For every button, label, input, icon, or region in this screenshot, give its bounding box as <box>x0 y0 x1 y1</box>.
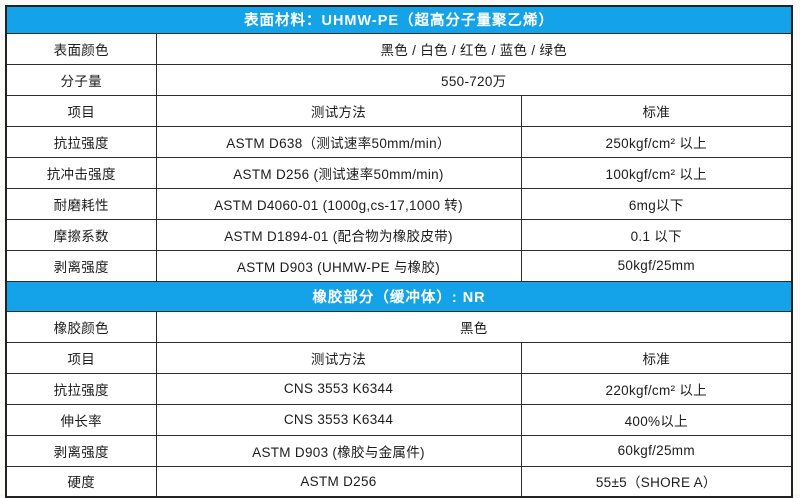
row-standard: 400%以上 <box>520 403 793 436</box>
table-row: 抗拉强度 CNS 3553 K6344 220kgf/cm² 以上 <box>5 372 793 405</box>
table-row: 抗冲击强度 ASTM D256 (测试速率50mm/min) 100kgf/cm… <box>5 156 793 189</box>
table-row: 表面颜色 黑色 / 白色 / 红色 / 蓝色 / 绿色 <box>5 32 793 65</box>
row-standard: 55±5（SHORE A） <box>520 465 793 498</box>
row-method: ASTM D256 <box>155 465 522 498</box>
row-method: ASTM D903 (UHMW-PE 与橡胶) <box>155 249 522 282</box>
table-row: 耐磨耗性 ASTM D4060-01 (1000g,cs-17,1000 转) … <box>5 187 793 220</box>
col-header-standard: 标准 <box>520 341 793 374</box>
row-method: ASTM D903 (橡胶与金属件) <box>155 434 522 467</box>
row-method: ASTM D4060-01 (1000g,cs-17,1000 转) <box>155 187 522 220</box>
table-row: 硬度 ASTM D256 55±5（SHORE A） <box>5 465 793 498</box>
table-row: 剥离强度 ASTM D903 (UHMW-PE 与橡胶) 50kgf/25mm <box>5 249 793 282</box>
rubber-color-label: 橡胶颜色 <box>5 310 157 343</box>
row-item: 剥离强度 <box>5 434 157 467</box>
surface-color-value: 黑色 / 白色 / 红色 / 蓝色 / 绿色 <box>155 32 793 65</box>
section-title-rubber: 橡胶部分（缓冲体）: NR <box>6 280 793 312</box>
row-item: 抗拉强度 <box>5 125 157 158</box>
col-header-standard: 标准 <box>520 94 793 127</box>
row-standard: 0.1 以下 <box>520 218 793 251</box>
row-standard: 50kgf/25mm <box>520 249 793 282</box>
section-header-rubber: 橡胶部分（缓冲体）: NR <box>6 280 793 312</box>
row-method: ASTM D1894-01 (配合物为橡胶皮带) <box>155 218 522 251</box>
column-header-row: 项目 测试方法 标准 <box>5 94 793 127</box>
row-standard: 220kgf/cm² 以上 <box>520 372 793 405</box>
col-header-method: 测试方法 <box>155 341 522 374</box>
section-header-surface: 表面材料：UHMW-PE（超高分子量聚乙烯） <box>6 5 793 34</box>
row-item: 耐磨耗性 <box>5 187 157 220</box>
section-title-surface: 表面材料：UHMW-PE（超高分子量聚乙烯） <box>6 5 793 34</box>
rubber-color-value: 黑色 <box>155 310 793 343</box>
row-item: 硬度 <box>5 465 157 498</box>
row-item: 抗拉强度 <box>5 372 157 405</box>
molecular-weight-label: 分子量 <box>5 63 157 96</box>
table-row: 剥离强度 ASTM D903 (橡胶与金属件) 60kgf/25mm <box>5 434 793 467</box>
row-item: 抗冲击强度 <box>5 156 157 189</box>
col-header-item: 项目 <box>5 94 157 127</box>
row-method: ASTM D638（测试速率50mm/min） <box>155 125 522 158</box>
table-row: 伸长率 CNS 3553 K6344 400%以上 <box>5 403 793 436</box>
column-header-row: 项目 测试方法 标准 <box>5 341 793 374</box>
col-header-item: 项目 <box>5 341 157 374</box>
table-row: 摩擦系数 ASTM D1894-01 (配合物为橡胶皮带) 0.1 以下 <box>5 218 793 251</box>
row-method: CNS 3553 K6344 <box>155 403 522 436</box>
row-item: 摩擦系数 <box>5 218 157 251</box>
table-row: 抗拉强度 ASTM D638（测试速率50mm/min） 250kgf/cm² … <box>5 125 793 158</box>
row-item: 剥离强度 <box>5 249 157 282</box>
col-header-method: 测试方法 <box>155 94 522 127</box>
material-spec-table: 表面材料：UHMW-PE（超高分子量聚乙烯） 表面颜色 黑色 / 白色 / 红色… <box>5 5 794 498</box>
surface-color-label: 表面颜色 <box>5 32 157 65</box>
row-method: ASTM D256 (测试速率50mm/min) <box>155 156 522 189</box>
row-standard: 6mg以下 <box>520 187 793 220</box>
row-method: CNS 3553 K6344 <box>155 372 522 405</box>
table-row: 橡胶颜色 黑色 <box>5 310 793 343</box>
row-standard: 60kgf/25mm <box>520 434 793 467</box>
row-standard: 100kgf/cm² 以上 <box>520 156 793 189</box>
row-standard: 250kgf/cm² 以上 <box>520 125 793 158</box>
table-row: 分子量 550-720万 <box>5 63 793 96</box>
molecular-weight-value: 550-720万 <box>155 63 793 96</box>
row-item: 伸长率 <box>5 403 157 436</box>
